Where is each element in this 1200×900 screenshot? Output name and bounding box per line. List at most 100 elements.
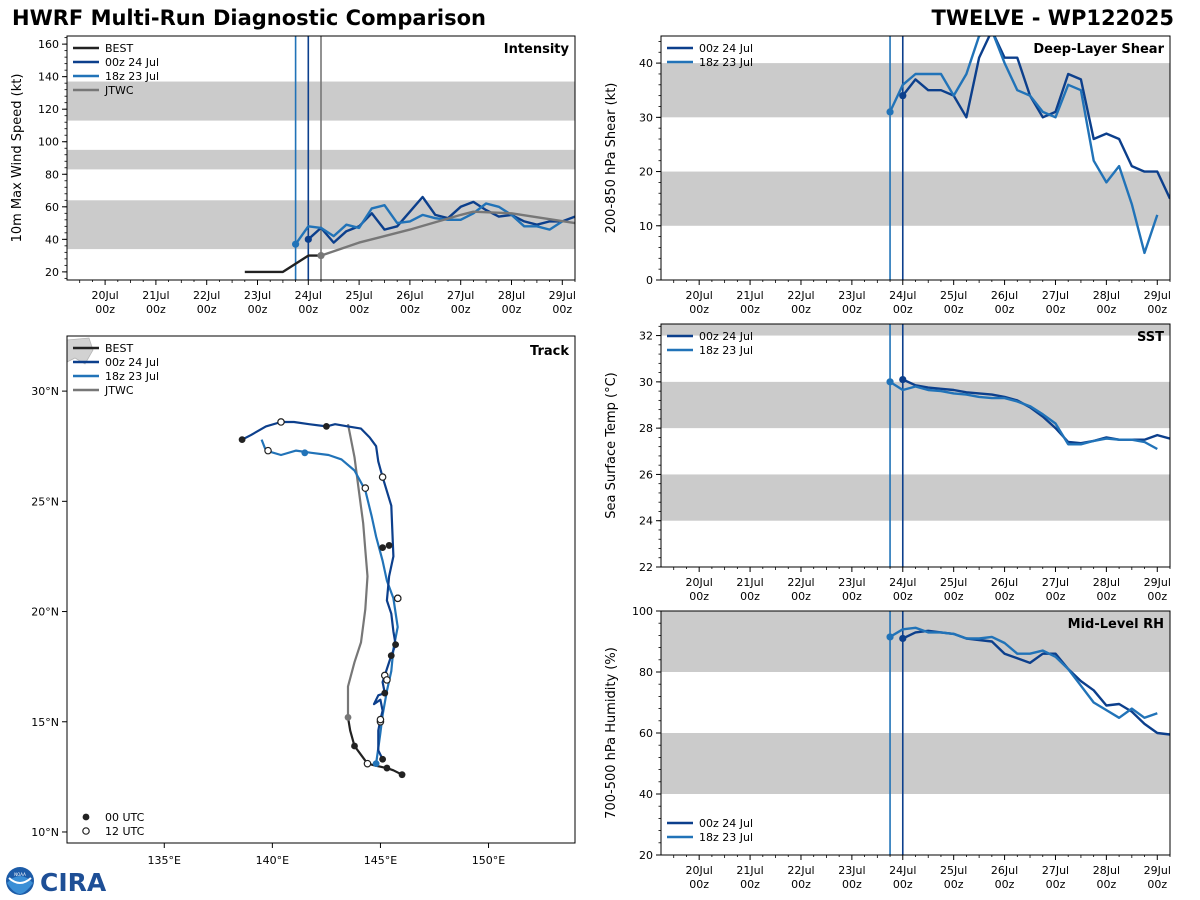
x-tick-label: 26Jul <box>991 576 1018 589</box>
y-tick-label: 40 <box>639 788 653 801</box>
x-tick-label: 29Jul <box>1144 289 1171 302</box>
x-tick-label: 20Jul <box>686 864 713 877</box>
track-point-00utc <box>372 760 380 768</box>
series-marker-run00 <box>899 634 907 643</box>
y-tick-label: 20 <box>45 266 59 279</box>
axes-frame <box>66 335 576 844</box>
legend-label: 00z 24 Jul <box>105 356 159 369</box>
x-tick-sublabel: 00z <box>740 303 760 316</box>
panel-track: 135°E 140°E 145°E 150°E 10°N 15°N 20°N 25°N 30°N… <box>31 335 576 867</box>
x-tick-sublabel: 00z <box>689 303 709 316</box>
figure-title: HWRF Multi-Run Diagnostic Comparison <box>12 6 487 30</box>
x-tick-sublabel: 00z <box>893 878 913 891</box>
plot-area <box>661 324 1170 567</box>
y-tick-label: 32 <box>639 330 653 343</box>
y-axis-label: 10m Max Wind Speed (kt) <box>10 74 25 243</box>
series-line-run00 <box>307 195 575 244</box>
x-tick-label: 24Jul <box>295 289 322 302</box>
land-icon <box>67 337 94 365</box>
x-tick-label: 28Jul <box>498 289 525 302</box>
y-tick-label: 28 <box>639 422 653 435</box>
track-point-12utc <box>393 594 402 603</box>
legend-label: 00z 24 Jul <box>699 330 753 343</box>
x-tick-label: 135°E <box>148 854 181 867</box>
x-tick-sublabel: 00z <box>995 303 1015 316</box>
x-tick-sublabel: 00z <box>95 303 115 316</box>
x-tick-label: 25Jul <box>345 289 372 302</box>
cira-logo-text: CIRA <box>40 868 107 896</box>
x-tick-label: 25Jul <box>940 576 967 589</box>
track-point-12utc <box>363 759 372 768</box>
x-tick-label: 145°E <box>364 854 397 867</box>
panel-shear: 01020304020Jul00z21Jul00z22Jul00z23Jul00… <box>604 35 1171 316</box>
x-tick-sublabel: 00z <box>298 303 318 316</box>
legend-label: BEST <box>105 42 133 55</box>
y-axis-label: 700-500 hPa Humidity (%) <box>604 647 619 819</box>
track-point-12utc <box>361 484 370 492</box>
threshold-band <box>661 324 1170 336</box>
panel-title: SST <box>1137 330 1164 345</box>
threshold-band <box>661 171 1170 226</box>
legend-label: 18z 23 Jul <box>105 370 159 383</box>
x-tick-sublabel: 00z <box>1046 878 1066 891</box>
x-tick-label: 28Jul <box>1093 289 1120 302</box>
x-tick-sublabel: 00z <box>791 878 811 891</box>
track-point-00utc <box>238 436 246 444</box>
x-tick-sublabel: 00z <box>791 303 811 316</box>
y-tick-label: 160 <box>38 38 59 51</box>
y-tick-label: 30°N <box>31 385 59 398</box>
y-tick-label: 20 <box>639 166 653 179</box>
legend-label: JTWC <box>104 384 134 397</box>
x-tick-label: 20Jul <box>686 289 713 302</box>
legend-label: 00 UTC <box>105 811 145 824</box>
x-tick-sublabel: 00z <box>944 590 964 603</box>
x-tick-label: 23Jul <box>838 576 865 589</box>
cira-logo: NOAA CIRA <box>6 867 107 896</box>
x-tick-sublabel: 00z <box>451 303 471 316</box>
x-tick-sublabel: 00z <box>1147 303 1167 316</box>
track-point-12utc <box>378 473 387 481</box>
panel-rh: 2040608010020Jul00z21Jul00z22Jul00z23Jul… <box>604 605 1171 891</box>
x-tick-label: 21Jul <box>736 864 763 877</box>
x-tick-label: 23Jul <box>244 289 271 302</box>
x-tick-label: 22Jul <box>787 289 814 302</box>
x-tick-label: 28Jul <box>1093 864 1120 877</box>
series-line-run18 <box>889 626 1158 719</box>
y-tick-label: 10 <box>639 220 653 233</box>
y-tick-label: 80 <box>639 666 653 679</box>
series-marker-run00 <box>899 92 907 100</box>
x-tick-sublabel: 00z <box>944 303 964 316</box>
series-marker-run00 <box>304 235 312 243</box>
track-point-00utc <box>392 641 399 649</box>
track-point-12utc <box>264 446 272 455</box>
y-tick-label: 25°N <box>31 495 59 508</box>
series-line-run18 <box>294 202 563 245</box>
x-tick-label: 28Jul <box>1093 576 1120 589</box>
panel-title: Track <box>530 344 569 359</box>
track-line-run18 <box>260 439 399 764</box>
x-tick-label: 22Jul <box>787 576 814 589</box>
panel-title: Mid-Level RH <box>1068 617 1164 632</box>
y-tick-label: 60 <box>45 201 59 214</box>
x-tick-sublabel: 00z <box>893 303 913 316</box>
y-tick-label: 15°N <box>31 716 59 729</box>
track-point-00utc <box>301 449 309 457</box>
y-tick-label: 20°N <box>31 606 59 619</box>
panel-title: Intensity <box>504 42 570 57</box>
legend-label: JTWC <box>104 84 134 97</box>
x-tick-sublabel: 00z <box>791 590 811 603</box>
x-tick-label: 22Jul <box>787 864 814 877</box>
noaa-logo-icon: NOAA <box>6 867 34 895</box>
track-point-00utc <box>387 652 395 660</box>
y-tick-label: 24 <box>639 515 653 528</box>
series-marker-run18 <box>886 378 894 386</box>
legend-label: 00z 24 Jul <box>105 56 159 69</box>
threshold-band <box>661 63 1170 118</box>
x-tick-label: 20Jul <box>91 289 118 302</box>
threshold-band <box>661 474 1170 521</box>
y-tick-label: 60 <box>639 727 653 740</box>
legend-label: 00z 24 Jul <box>699 42 753 55</box>
x-tick-label: 27Jul <box>1042 864 1069 877</box>
x-tick-label: 29Jul <box>1144 576 1171 589</box>
